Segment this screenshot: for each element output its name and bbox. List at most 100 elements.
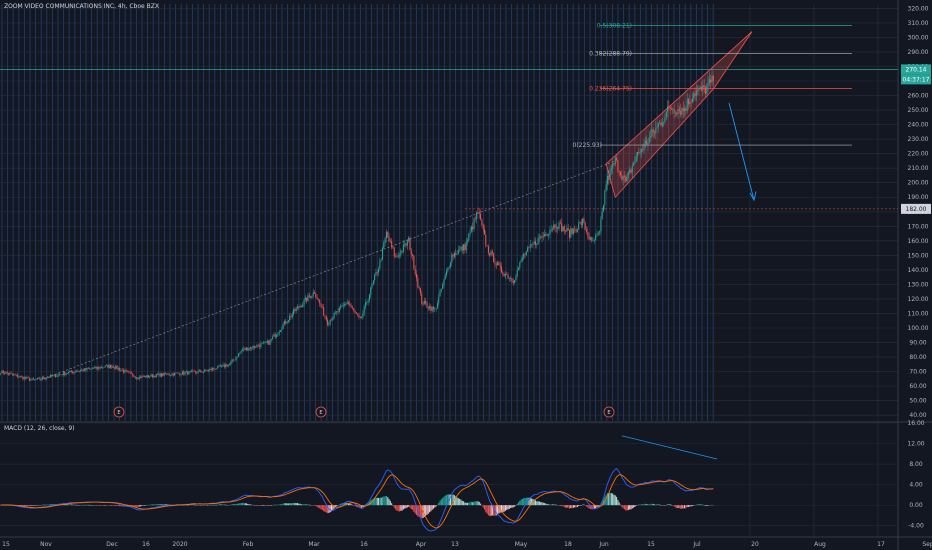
macd-histogram-bar xyxy=(196,505,198,506)
candle-body xyxy=(559,222,561,224)
candle-body xyxy=(123,370,125,373)
candle-body xyxy=(51,375,53,377)
candle-body xyxy=(320,303,322,308)
candle-body xyxy=(124,370,126,373)
macd-histogram-bar xyxy=(659,504,661,506)
candle-body xyxy=(149,376,151,378)
macd-histogram-bar xyxy=(329,505,331,513)
candle-body xyxy=(708,79,710,83)
macd-histogram-bar xyxy=(92,505,95,506)
macd-histogram-bar xyxy=(91,505,93,506)
candle-body xyxy=(517,267,520,270)
macd-histogram-bar xyxy=(289,503,291,506)
candle-body xyxy=(397,255,399,258)
candle-body xyxy=(87,368,89,369)
candle-body xyxy=(2,370,4,374)
candle-body xyxy=(264,341,266,343)
macd-histogram-bar xyxy=(219,504,221,506)
candle-body xyxy=(52,375,54,377)
candle-body xyxy=(79,370,81,372)
candle-body xyxy=(287,320,289,323)
macd-histogram-bar xyxy=(582,504,584,506)
macd-histogram-bar xyxy=(247,503,249,506)
candle-body xyxy=(333,313,335,319)
candle-body xyxy=(430,306,432,311)
macd-histogram-bar xyxy=(626,505,628,511)
macd-histogram-bar xyxy=(104,505,106,506)
macd-histogram-bar xyxy=(136,505,138,507)
macd-histogram-bar xyxy=(482,505,484,508)
candle-body xyxy=(5,372,7,374)
macd-histogram-bar xyxy=(451,494,453,506)
macd-histogram-bar xyxy=(272,505,274,506)
time-tick-label: 18 xyxy=(564,541,572,548)
macd-histogram-bar xyxy=(470,501,472,506)
candle-body xyxy=(558,222,560,229)
candle-body xyxy=(384,238,386,243)
candle-body xyxy=(60,374,62,376)
macd-histogram-bar xyxy=(613,494,615,506)
macd-histogram-bar xyxy=(524,497,526,506)
macd-histogram-bar xyxy=(701,504,703,506)
macd-histogram-bar xyxy=(677,505,679,509)
earnings-marker-icon xyxy=(603,406,615,418)
candle-body xyxy=(490,251,492,256)
macd-histogram-bar xyxy=(644,503,646,506)
macd-histogram-bar xyxy=(227,504,229,506)
candle-body xyxy=(665,111,667,118)
candle-body xyxy=(652,129,654,133)
candle-body xyxy=(372,280,374,285)
candle-body xyxy=(276,334,278,337)
candle-body xyxy=(47,377,49,379)
candle-body xyxy=(493,253,495,263)
candle-body xyxy=(613,163,615,165)
macd-tick-label: 12.00 xyxy=(907,441,924,448)
candle-body xyxy=(368,294,370,301)
macd-histogram-bar xyxy=(347,502,350,506)
candle-body xyxy=(376,272,378,273)
time-tick-label: 2020 xyxy=(172,541,187,548)
macd-histogram-bar xyxy=(405,505,407,509)
candle-body xyxy=(9,373,11,375)
candle-body xyxy=(567,228,569,231)
candle-body xyxy=(227,364,229,367)
candle-body xyxy=(699,87,701,88)
price-tick-label: 140.00 xyxy=(908,267,929,274)
candle-body xyxy=(423,300,425,305)
candle-body xyxy=(175,372,177,374)
macd-histogram-bar xyxy=(252,504,254,506)
candle-body xyxy=(455,252,457,255)
macd-histogram-bar xyxy=(687,505,690,507)
candle-body xyxy=(646,140,648,145)
candle-body xyxy=(601,211,603,220)
fib-level-label: 0.382(288.79) xyxy=(589,51,632,58)
macd-histogram-bar xyxy=(693,505,695,506)
macd-histogram-bar xyxy=(519,500,521,506)
candle-body xyxy=(30,379,32,381)
earnings-marker-label: E xyxy=(319,410,322,416)
macd-histogram-bar xyxy=(557,505,559,506)
candle-body xyxy=(90,368,92,370)
macd-histogram-bar xyxy=(656,504,658,506)
macd-histogram-bar xyxy=(40,504,42,506)
candle-body xyxy=(336,311,338,313)
candle-body xyxy=(447,267,449,271)
candle-body xyxy=(307,295,309,302)
macd-histogram-bar xyxy=(74,504,76,506)
macd-histogram-bar xyxy=(429,505,431,513)
candle-body xyxy=(269,339,271,345)
macd-histogram-bar xyxy=(694,505,696,506)
macd-histogram-bar xyxy=(546,504,548,506)
candle-body xyxy=(24,377,27,379)
price-tick-label: 250.00 xyxy=(908,107,929,114)
price-tick-label: 60.00 xyxy=(909,383,926,390)
macd-histogram-bar xyxy=(685,505,687,509)
macd-histogram-bar xyxy=(265,505,267,506)
candle-body xyxy=(197,371,199,373)
macd-histogram-bar xyxy=(464,502,466,506)
candle-body xyxy=(35,379,37,381)
candle-body xyxy=(500,266,503,273)
candle-body xyxy=(449,263,452,267)
